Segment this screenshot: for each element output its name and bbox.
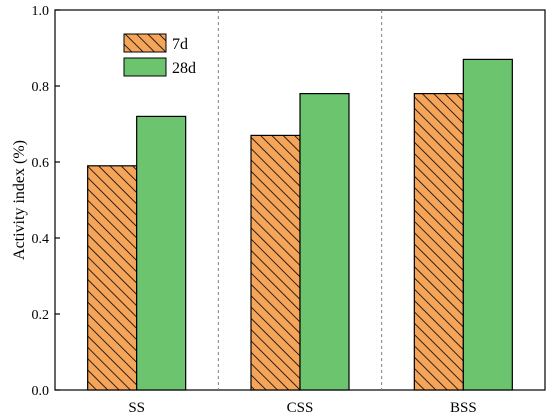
y-tick-label: 0.2	[32, 308, 50, 323]
x-category-label: BSS	[450, 400, 477, 416]
y-tick-label: 0.6	[32, 156, 50, 171]
bars	[87, 58, 513, 391]
y-axis-title: Activity index (%)	[11, 140, 28, 260]
bar-ss-7d	[87, 165, 138, 391]
y-axis: 0.0 0.2 0.4 0.6 0.8 1.0	[32, 4, 60, 399]
bar-css-28d	[299, 92, 350, 391]
legend-label-7d: 7d	[172, 36, 188, 53]
x-category-label: CSS	[287, 400, 314, 416]
legend-swatch-7d	[123, 33, 167, 53]
x-axis: SS CSS BSS	[128, 400, 476, 416]
legend-swatch-28d	[123, 57, 167, 77]
bar-bss-7d	[413, 92, 464, 391]
y-tick-label: 0.8	[32, 80, 50, 95]
bar-css-7d	[250, 134, 301, 391]
x-category-label: SS	[128, 400, 145, 416]
y-tick-label: 0.0	[32, 384, 50, 399]
legend-label-28d: 28d	[172, 60, 196, 77]
y-tick-label: 0.4	[32, 232, 50, 247]
y-tick-label: 1.0	[32, 4, 50, 19]
bar-ss-28d	[136, 115, 187, 391]
bar-bss-28d	[462, 58, 513, 391]
